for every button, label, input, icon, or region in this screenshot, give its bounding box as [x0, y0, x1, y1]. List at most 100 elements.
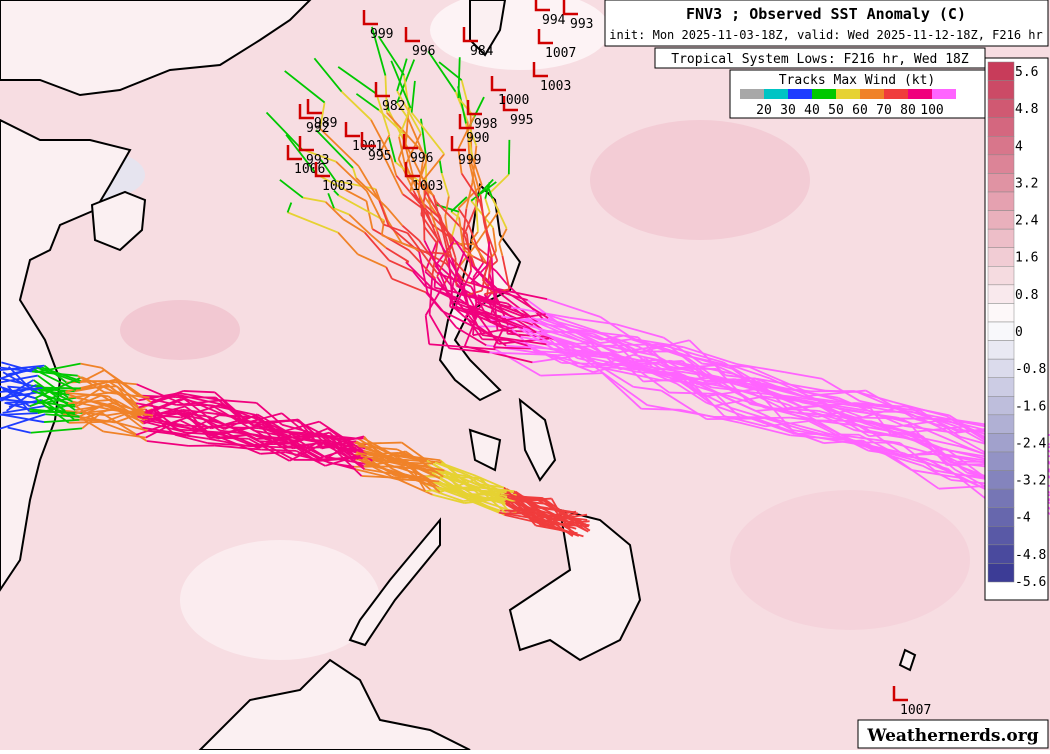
track-segment: [669, 393, 715, 394]
colorbar-label: -5.6: [1015, 575, 1046, 590]
colorbar-segment: [988, 452, 1014, 471]
colorbar-segment: [988, 229, 1014, 248]
sst-patch: [590, 120, 810, 240]
wind-swatch: [788, 89, 812, 99]
track-segment: [358, 443, 401, 444]
track-segment: [6, 402, 37, 403]
pressure-label: 990: [466, 131, 489, 146]
colorbar-segment: [988, 563, 1014, 582]
pressure-label: 982: [382, 99, 405, 114]
colorbar-segment: [988, 62, 1014, 81]
pressure-label: 995: [368, 149, 391, 164]
colorbar-segment: [988, 396, 1014, 415]
colorbar-label: -4: [1015, 511, 1031, 526]
colorbar-segment: [988, 378, 1014, 397]
wind-swatch: [740, 89, 764, 99]
sst-patch: [120, 300, 240, 360]
colorbar-segment: [988, 248, 1014, 267]
wind-label: 20: [756, 103, 772, 118]
colorbar-label: 1.6: [1015, 251, 1038, 266]
colorbar-label: -1.6: [1015, 399, 1046, 414]
pressure-label: 993: [570, 17, 593, 32]
pressure-label: 1003: [540, 79, 571, 94]
track-segment: [641, 409, 680, 410]
sst-patch: [180, 540, 380, 660]
track-segment: [546, 343, 591, 344]
pressure-label: 1007: [900, 703, 931, 718]
pressure-label: 999: [458, 153, 481, 168]
colorbar-segment: [988, 322, 1014, 341]
colorbar-segment: [988, 173, 1014, 192]
pressure-label: 1007: [545, 46, 576, 61]
colorbar-label: 0: [1015, 325, 1023, 340]
colorbar-segment: [988, 118, 1014, 137]
colorbar-segment: [988, 81, 1014, 100]
pressure-label: 996: [410, 151, 433, 166]
pressure-label: 1003: [322, 179, 353, 194]
pressure-label: 998: [474, 117, 497, 132]
colorbar-label: 2.4: [1015, 214, 1039, 229]
wind-label: 40: [804, 103, 820, 118]
colorbar-label: -3.2: [1015, 474, 1046, 489]
colorbar-segment: [988, 489, 1014, 508]
wind-swatch: [836, 89, 860, 99]
pressure-label: 995: [510, 113, 533, 128]
colorbar-segment: [988, 266, 1014, 285]
pressure-label: 1000: [498, 93, 529, 108]
colorbar-segment: [988, 341, 1014, 360]
wind-label: 60: [852, 103, 868, 118]
sst-patch: [730, 490, 970, 630]
title: FNV3 ; Observed SST Anomaly (C): [686, 5, 966, 23]
wind-swatch: [764, 89, 788, 99]
wind-legend-title: Tracks Max Wind (kt): [779, 73, 936, 88]
wind-label: 30: [780, 103, 796, 118]
track-segment: [741, 418, 790, 419]
colorbar-segment: [988, 192, 1014, 211]
wind-swatch: [932, 89, 956, 99]
pressure-label: 994: [542, 13, 566, 28]
wind-swatch: [812, 89, 836, 99]
colorbar-segment: [988, 303, 1014, 322]
wind-label: 50: [828, 103, 844, 118]
wind-label: 70: [876, 103, 892, 118]
track-segment: [69, 422, 113, 423]
pressure-label: 996: [412, 44, 435, 59]
colorbar-segment: [988, 471, 1014, 490]
wind-swatch: [860, 89, 884, 99]
colorbar-label: 3.2: [1015, 176, 1038, 191]
track-segment: [509, 140, 510, 175]
lows-label: Tropical System Lows: F216 hr, Wed 18Z: [671, 52, 969, 67]
colorbar-label: 4.8: [1015, 102, 1038, 117]
track-segment: [435, 278, 436, 287]
pressure-label: 984: [470, 44, 494, 59]
colorbar-segment: [988, 526, 1014, 545]
colorbar-segment: [988, 99, 1014, 118]
colorbar-label: 0.8: [1015, 288, 1038, 303]
colorbar-segment: [988, 359, 1014, 378]
colorbar-segment: [988, 136, 1014, 155]
track-segment: [262, 450, 297, 451]
colorbar-segment: [988, 211, 1014, 230]
subtitle: init: Mon 2025-11-03-18Z, valid: Wed 202…: [609, 28, 1042, 42]
track-segment: [43, 388, 81, 389]
colorbar-label: 4: [1015, 139, 1023, 154]
wind-label: 80: [900, 103, 916, 118]
colorbar-segment: [988, 508, 1014, 527]
wind-swatch: [884, 89, 908, 99]
watermark: Weathernerds.org: [866, 726, 1038, 746]
wind-label: 100: [920, 103, 943, 118]
pressure-label: 1003: [412, 179, 443, 194]
colorbar-segment: [988, 285, 1014, 304]
colorbar-segment: [988, 415, 1014, 434]
colorbar-segment: [988, 545, 1014, 564]
colorbar-label: -2.4: [1015, 436, 1046, 451]
colorbar-label: 5.6: [1015, 65, 1038, 80]
wind-swatch: [908, 89, 932, 99]
colorbar-segment: [988, 155, 1014, 174]
pressure-label: 999: [370, 27, 393, 42]
colorbar-segment: [988, 433, 1014, 452]
colorbar-label: -4.8: [1015, 548, 1046, 563]
pressure-label: 989: [314, 116, 337, 131]
colorbar-label: -0.8: [1015, 362, 1046, 377]
